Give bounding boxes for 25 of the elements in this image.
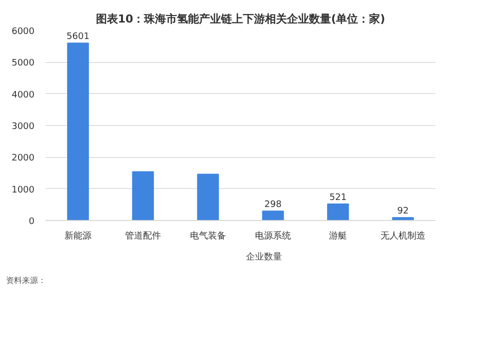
- x-tick-label: 电源系统: [255, 230, 291, 242]
- bar: [132, 171, 154, 220]
- text: 企业数量: [246, 251, 282, 264]
- bar: [262, 210, 284, 220]
- text: 资料来源：: [6, 275, 46, 286]
- bar: [327, 204, 349, 220]
- data-label: 298: [264, 200, 282, 210]
- data-label: 5601: [66, 32, 90, 42]
- chart-title: 图表10：珠海市氢能产业链上下游相关企业数量(单位：家): [96, 12, 386, 26]
- y-tick-label: 3000: [12, 122, 35, 132]
- data-label: 92: [397, 206, 409, 217]
- bar: [197, 174, 219, 220]
- x-tick-label: 游艇: [329, 230, 347, 242]
- x-tick-label: 电气装备: [190, 230, 226, 242]
- y-tick-label: 2000: [12, 154, 35, 164]
- y-tick-label: 5000: [12, 58, 35, 69]
- data-label: 521: [329, 193, 347, 203]
- y-tick-label: 4000: [12, 90, 35, 100]
- bar: [67, 42, 89, 220]
- x-tick-label: 管道配件: [125, 230, 161, 242]
- y-tick-label: 6000: [12, 27, 35, 37]
- y-tick-label: 0: [28, 217, 35, 227]
- x-tick-label: 无人机制造: [380, 230, 426, 242]
- y-tick-label: 1000: [12, 185, 35, 196]
- x-tick-label: 新能源: [64, 230, 92, 242]
